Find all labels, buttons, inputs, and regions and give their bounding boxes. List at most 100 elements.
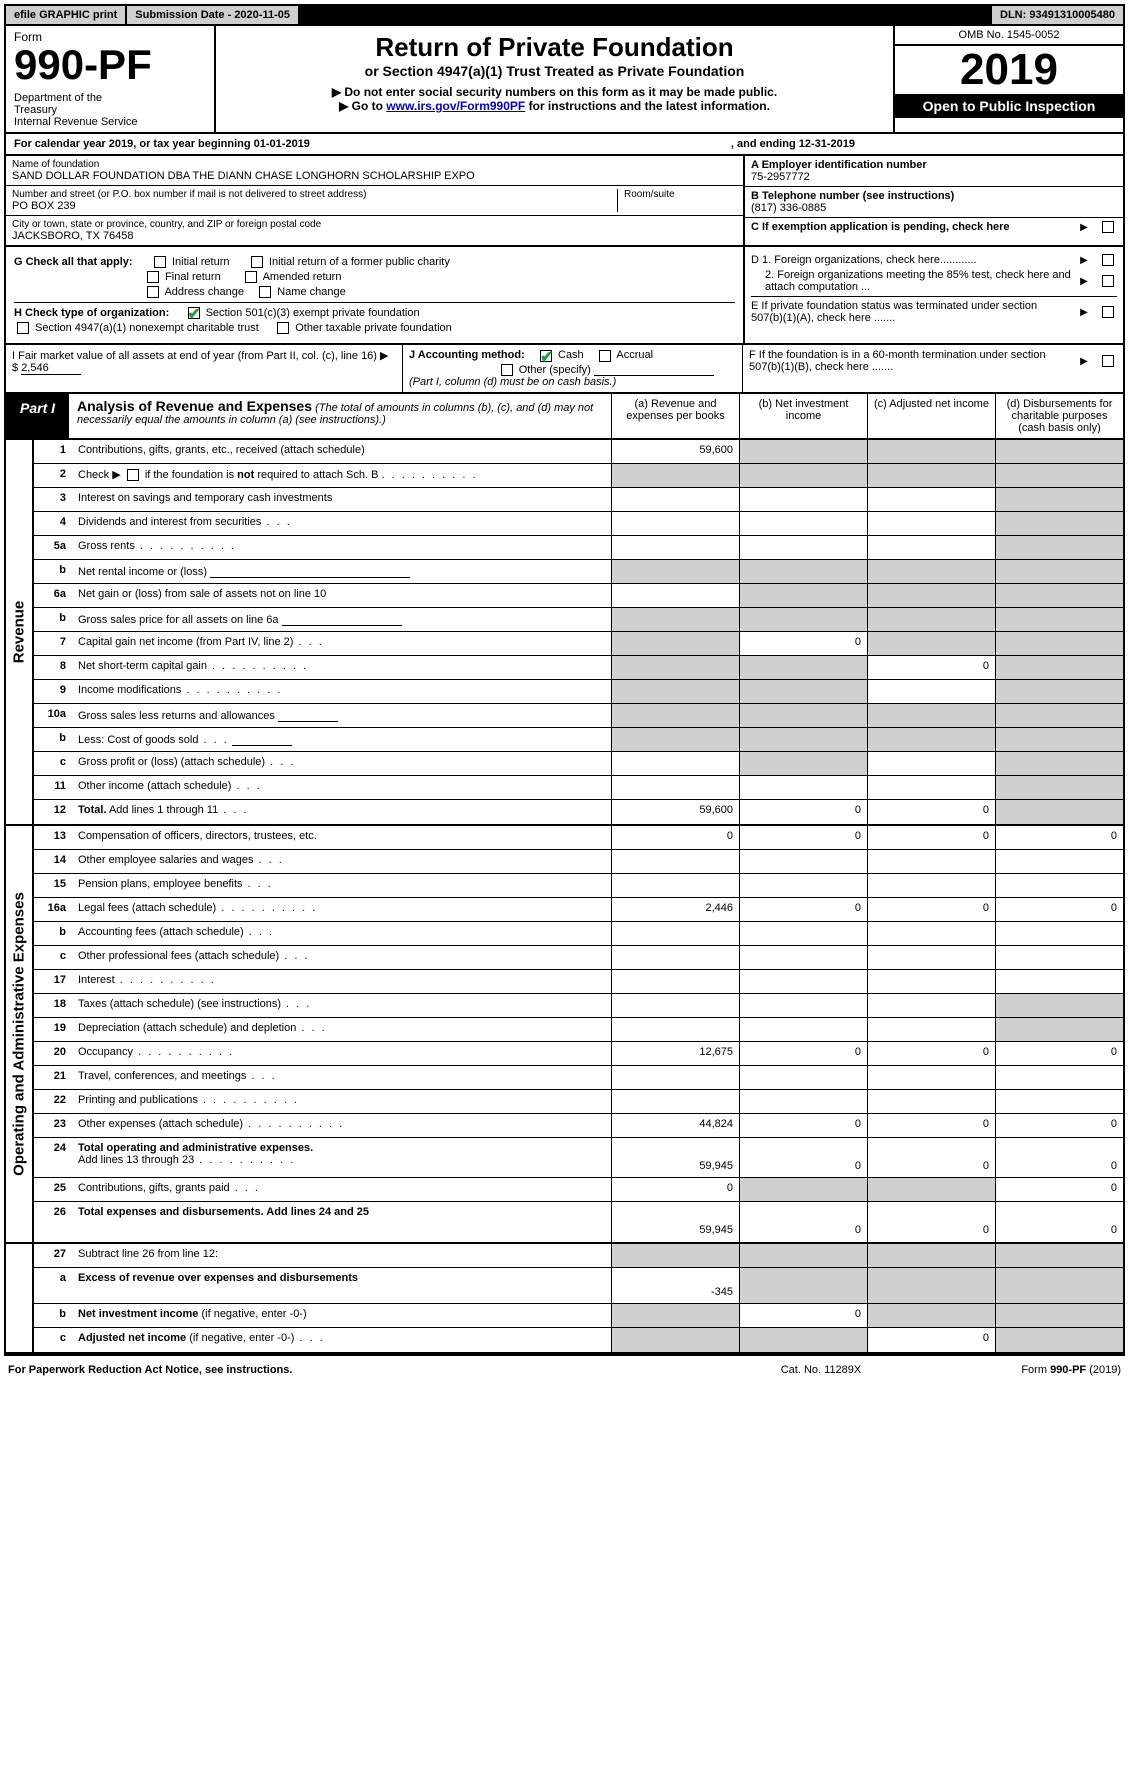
lbl-addr: Address change bbox=[164, 286, 244, 298]
chk-final[interactable] bbox=[147, 271, 159, 283]
row-19: 19 Depreciation (attach schedule) and de… bbox=[34, 1018, 1123, 1042]
phone-val: (817) 336-0885 bbox=[751, 202, 1117, 214]
lbl-initial: Initial return bbox=[172, 256, 229, 268]
r22-c bbox=[867, 1090, 995, 1113]
r25-b bbox=[739, 1178, 867, 1201]
r4-dots bbox=[261, 516, 291, 528]
r10b-dots bbox=[198, 734, 228, 746]
r14-d bbox=[995, 850, 1123, 873]
r27b-desc: Net investment income (if negative, ente… bbox=[74, 1304, 611, 1327]
r8-d bbox=[995, 656, 1123, 679]
r24-b: 0 bbox=[739, 1138, 867, 1177]
chk-other-acct[interactable] bbox=[501, 364, 513, 376]
r1-a: 59,600 bbox=[611, 440, 739, 463]
r13-b: 0 bbox=[739, 826, 867, 849]
r2-a bbox=[611, 464, 739, 487]
r14-desc: Other employee salaries and wages bbox=[74, 850, 611, 873]
r9-dots bbox=[181, 684, 282, 696]
r19-txt: Depreciation (attach schedule) and deple… bbox=[78, 1022, 296, 1034]
r19-d bbox=[995, 1018, 1123, 1041]
phone-label: B Telephone number (see instructions) bbox=[751, 190, 1117, 202]
row-27c: c Adjusted net income (if negative, ente… bbox=[34, 1328, 1123, 1352]
r10a-c bbox=[867, 704, 995, 727]
col-c-hdr: (c) Adjusted net income bbox=[867, 394, 995, 438]
chk-501c3[interactable] bbox=[188, 307, 200, 319]
tax-year: 2019 bbox=[895, 46, 1123, 94]
r19-num: 19 bbox=[34, 1018, 74, 1041]
r5b-c bbox=[867, 560, 995, 583]
r24-num: 24 bbox=[34, 1138, 74, 1177]
chk-4947[interactable] bbox=[17, 322, 29, 334]
form-title: Return of Private Foundation bbox=[226, 32, 883, 63]
g-label: G Check all that apply: bbox=[14, 256, 133, 268]
r21-dots bbox=[246, 1070, 276, 1082]
footer: For Paperwork Reduction Act Notice, see … bbox=[0, 1360, 1129, 1380]
chk-name[interactable] bbox=[259, 286, 271, 298]
r6a-desc: Net gain or (loss) from sale of assets n… bbox=[74, 584, 611, 607]
j-block: J Accounting method: Cash Accrual Other … bbox=[403, 345, 743, 391]
r13-a: 0 bbox=[611, 826, 739, 849]
r4-a bbox=[611, 512, 739, 535]
r20-txt: Occupancy bbox=[78, 1046, 133, 1058]
r2-checkbox[interactable] bbox=[127, 469, 139, 481]
name-label: Name of foundation bbox=[12, 159, 737, 170]
i-block: I Fair market value of all assets at end… bbox=[6, 345, 403, 391]
footer-right: Form 990-PF (2019) bbox=[921, 1364, 1121, 1376]
part1-header: Part I Analysis of Revenue and Expenses … bbox=[6, 394, 1123, 440]
r5a-txt: Gross rents bbox=[78, 540, 135, 552]
form-subtitle: or Section 4947(a)(1) Trust Treated as P… bbox=[226, 63, 883, 79]
r27b-txt: Net investment income bbox=[78, 1308, 198, 1320]
expenses-sidelabel: Operating and Administrative Expenses bbox=[6, 826, 34, 1242]
r27c-d bbox=[995, 1328, 1123, 1352]
r6b-desc: Gross sales price for all assets on line… bbox=[74, 608, 611, 631]
r1-num: 1 bbox=[34, 440, 74, 463]
r20-desc: Occupancy bbox=[74, 1042, 611, 1065]
r5a-num: 5a bbox=[34, 536, 74, 559]
chk-initial[interactable] bbox=[154, 256, 166, 268]
col-b-hdr: (b) Net investment income bbox=[739, 394, 867, 438]
calyear-post: , and ending 12-31-2019 bbox=[731, 138, 855, 150]
r16b-num: b bbox=[34, 922, 74, 945]
row-16a: 16a Legal fees (attach schedule) 2,446 0… bbox=[34, 898, 1123, 922]
f-checkbox[interactable] bbox=[1102, 355, 1114, 367]
c-checkbox[interactable] bbox=[1102, 221, 1114, 233]
r7-b: 0 bbox=[739, 632, 867, 655]
r15-c bbox=[867, 874, 995, 897]
chk-amended[interactable] bbox=[245, 271, 257, 283]
e-checkbox[interactable] bbox=[1102, 306, 1114, 318]
r5b-a bbox=[611, 560, 739, 583]
d1-checkbox[interactable] bbox=[1102, 254, 1114, 266]
part1-title-block: Analysis of Revenue and Expenses (The to… bbox=[69, 394, 611, 438]
chk-addr[interactable] bbox=[147, 286, 159, 298]
d2-checkbox[interactable] bbox=[1102, 275, 1114, 287]
r7-dots bbox=[293, 636, 323, 648]
r9-a bbox=[611, 680, 739, 703]
efile-label[interactable]: efile GRAPHIC print bbox=[6, 6, 127, 24]
r27a-desc: Excess of revenue over expenses and disb… bbox=[74, 1268, 611, 1303]
form-number: 990-PF bbox=[14, 44, 206, 86]
f-row: F If the foundation is in a 60-month ter… bbox=[749, 349, 1117, 373]
expenses-label: Operating and Administrative Expenses bbox=[11, 892, 28, 1176]
lbl-amended: Amended return bbox=[263, 271, 342, 283]
r6b-b bbox=[739, 608, 867, 631]
r9-num: 9 bbox=[34, 680, 74, 703]
r10c-a bbox=[611, 752, 739, 775]
r6b-txt: Gross sales price for all assets on line… bbox=[78, 614, 279, 626]
note2-post: for instructions and the latest informat… bbox=[525, 99, 770, 113]
r2-d bbox=[995, 464, 1123, 487]
d1-label: D 1. Foreign organizations, check here..… bbox=[751, 254, 1071, 266]
row-27a: a Excess of revenue over expenses and di… bbox=[34, 1268, 1123, 1304]
r7-num: 7 bbox=[34, 632, 74, 655]
r10c-c bbox=[867, 752, 995, 775]
r16b-desc: Accounting fees (attach schedule) bbox=[74, 922, 611, 945]
r17-a bbox=[611, 970, 739, 993]
chk-other-tax[interactable] bbox=[277, 322, 289, 334]
row-22: 22 Printing and publications bbox=[34, 1090, 1123, 1114]
h-label: H Check type of organization: bbox=[14, 307, 169, 319]
chk-accrual[interactable] bbox=[599, 350, 611, 362]
irs-link[interactable]: www.irs.gov/Form990PF bbox=[386, 99, 525, 113]
d2-label: 2. Foreign organizations meeting the 85%… bbox=[751, 269, 1071, 293]
r15-a bbox=[611, 874, 739, 897]
chk-cash[interactable] bbox=[540, 350, 552, 362]
chk-initial-pub[interactable] bbox=[251, 256, 263, 268]
